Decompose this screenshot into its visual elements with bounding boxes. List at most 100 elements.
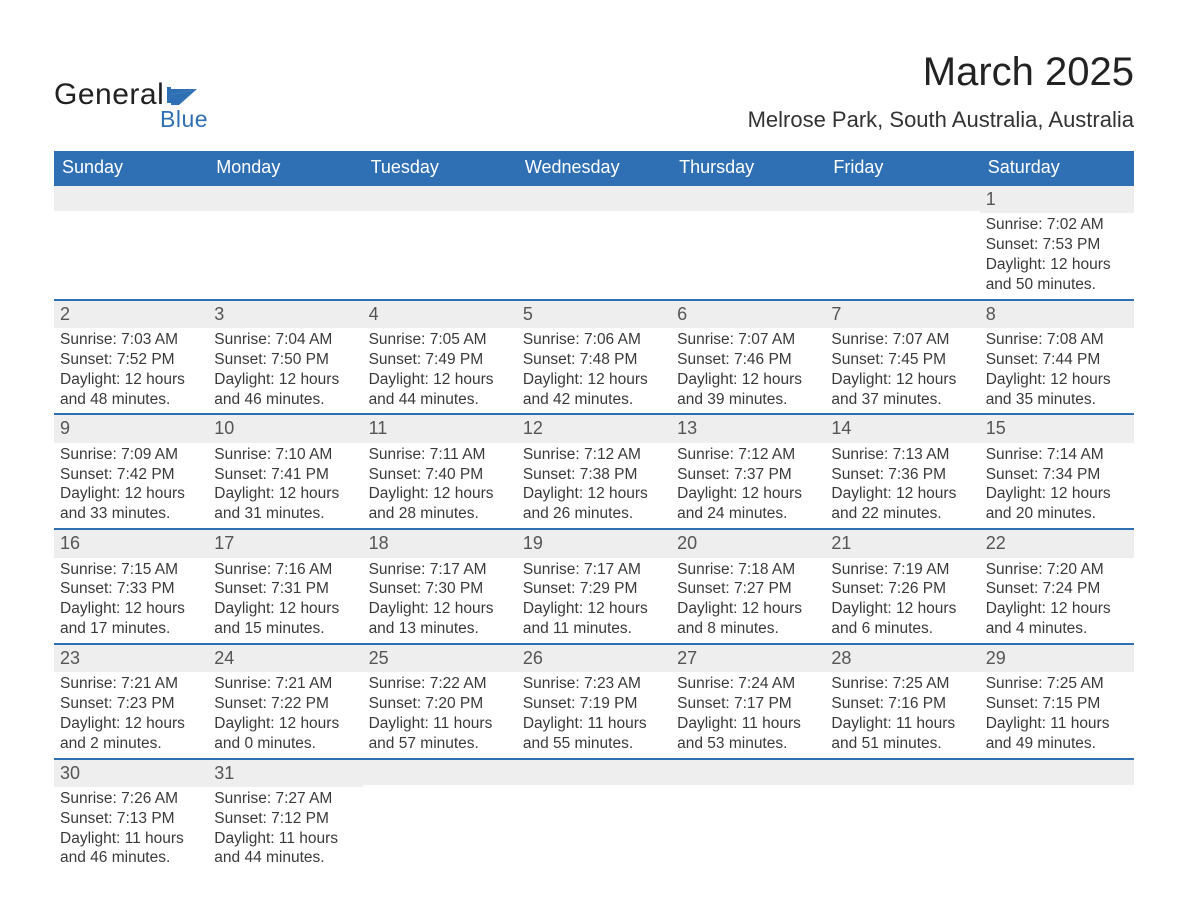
- day-details: Sunrise: 7:20 AMSunset: 7:24 PMDaylight:…: [980, 558, 1134, 643]
- day-number: 13: [671, 413, 825, 442]
- day-details: Sunrise: 7:05 AMSunset: 7:49 PMDaylight:…: [363, 328, 517, 413]
- calendar-cell: 11Sunrise: 7:11 AMSunset: 7:40 PMDayligh…: [363, 413, 517, 528]
- empty-day-bar: [208, 184, 362, 211]
- day-details: Sunrise: 7:12 AMSunset: 7:38 PMDaylight:…: [517, 443, 671, 528]
- calendar-cell: 28Sunrise: 7:25 AMSunset: 7:16 PMDayligh…: [825, 643, 979, 758]
- calendar-cell: 6Sunrise: 7:07 AMSunset: 7:46 PMDaylight…: [671, 299, 825, 414]
- calendar-cell: 23Sunrise: 7:21 AMSunset: 7:23 PMDayligh…: [54, 643, 208, 758]
- day-number: 3: [208, 299, 362, 328]
- empty-day-body: [671, 785, 825, 862]
- empty-day-body: [54, 211, 208, 288]
- calendar-cell: [980, 758, 1134, 873]
- day-details: Sunrise: 7:07 AMSunset: 7:45 PMDaylight:…: [825, 328, 979, 413]
- calendar-cell: 17Sunrise: 7:16 AMSunset: 7:31 PMDayligh…: [208, 528, 362, 643]
- day-number: 11: [363, 413, 517, 442]
- day-details: Sunrise: 7:07 AMSunset: 7:46 PMDaylight:…: [671, 328, 825, 413]
- calendar-row: 16Sunrise: 7:15 AMSunset: 7:33 PMDayligh…: [54, 528, 1134, 643]
- day-details: Sunrise: 7:22 AMSunset: 7:20 PMDaylight:…: [363, 672, 517, 757]
- empty-day-body: [825, 785, 979, 862]
- day-details: Sunrise: 7:10 AMSunset: 7:41 PMDaylight:…: [208, 443, 362, 528]
- empty-day-bar: [980, 758, 1134, 785]
- day-details: Sunrise: 7:03 AMSunset: 7:52 PMDaylight:…: [54, 328, 208, 413]
- empty-day-bar: [54, 184, 208, 211]
- day-details: Sunrise: 7:23 AMSunset: 7:19 PMDaylight:…: [517, 672, 671, 757]
- weekday-header: Wednesday: [517, 151, 671, 184]
- calendar-cell: 7Sunrise: 7:07 AMSunset: 7:45 PMDaylight…: [825, 299, 979, 414]
- calendar-cell: [671, 184, 825, 299]
- weekday-header: Friday: [825, 151, 979, 184]
- day-number: 30: [54, 758, 208, 787]
- day-number: 8: [980, 299, 1134, 328]
- empty-day-body: [363, 211, 517, 288]
- empty-day-bar: [825, 758, 979, 785]
- empty-day-body: [517, 211, 671, 288]
- calendar-cell: 24Sunrise: 7:21 AMSunset: 7:22 PMDayligh…: [208, 643, 362, 758]
- calendar-row: 2Sunrise: 7:03 AMSunset: 7:52 PMDaylight…: [54, 299, 1134, 414]
- calendar-cell: [517, 184, 671, 299]
- empty-day-body: [208, 211, 362, 288]
- empty-day-bar: [671, 758, 825, 785]
- day-details: Sunrise: 7:13 AMSunset: 7:36 PMDaylight:…: [825, 443, 979, 528]
- calendar-cell: 3Sunrise: 7:04 AMSunset: 7:50 PMDaylight…: [208, 299, 362, 414]
- calendar-cell: 16Sunrise: 7:15 AMSunset: 7:33 PMDayligh…: [54, 528, 208, 643]
- day-details: Sunrise: 7:16 AMSunset: 7:31 PMDaylight:…: [208, 558, 362, 643]
- title-block: March 2025 Melrose Park, South Australia…: [748, 50, 1134, 133]
- empty-day-body: [363, 785, 517, 862]
- weekday-header: Thursday: [671, 151, 825, 184]
- calendar-cell: 29Sunrise: 7:25 AMSunset: 7:15 PMDayligh…: [980, 643, 1134, 758]
- calendar-cell: [825, 184, 979, 299]
- day-details: Sunrise: 7:24 AMSunset: 7:17 PMDaylight:…: [671, 672, 825, 757]
- calendar-cell: 19Sunrise: 7:17 AMSunset: 7:29 PMDayligh…: [517, 528, 671, 643]
- day-number: 22: [980, 528, 1134, 557]
- empty-day-bar: [825, 184, 979, 211]
- day-details: Sunrise: 7:15 AMSunset: 7:33 PMDaylight:…: [54, 558, 208, 643]
- calendar-row: 9Sunrise: 7:09 AMSunset: 7:42 PMDaylight…: [54, 413, 1134, 528]
- header: General Blue March 2025 Melrose Park, So…: [54, 50, 1134, 133]
- calendar-row: 30Sunrise: 7:26 AMSunset: 7:13 PMDayligh…: [54, 758, 1134, 873]
- day-details: Sunrise: 7:25 AMSunset: 7:16 PMDaylight:…: [825, 672, 979, 757]
- calendar-cell: 1Sunrise: 7:02 AMSunset: 7:53 PMDaylight…: [980, 184, 1134, 299]
- calendar-cell: 27Sunrise: 7:24 AMSunset: 7:17 PMDayligh…: [671, 643, 825, 758]
- empty-day-bar: [363, 758, 517, 785]
- calendar-cell: [54, 184, 208, 299]
- day-details: Sunrise: 7:09 AMSunset: 7:42 PMDaylight:…: [54, 443, 208, 528]
- day-number: 18: [363, 528, 517, 557]
- day-number: 17: [208, 528, 362, 557]
- calendar-cell: 25Sunrise: 7:22 AMSunset: 7:20 PMDayligh…: [363, 643, 517, 758]
- day-details: Sunrise: 7:19 AMSunset: 7:26 PMDaylight:…: [825, 558, 979, 643]
- empty-day-body: [980, 785, 1134, 862]
- brand-logo: General Blue: [54, 50, 208, 133]
- empty-day-bar: [517, 184, 671, 211]
- day-details: Sunrise: 7:04 AMSunset: 7:50 PMDaylight:…: [208, 328, 362, 413]
- calendar-cell: [363, 184, 517, 299]
- empty-day-body: [671, 211, 825, 288]
- day-number: 4: [363, 299, 517, 328]
- calendar-table: Sunday Monday Tuesday Wednesday Thursday…: [54, 151, 1134, 872]
- day-number: 14: [825, 413, 979, 442]
- empty-day-bar: [671, 184, 825, 211]
- weekday-header-row: Sunday Monday Tuesday Wednesday Thursday…: [54, 151, 1134, 184]
- calendar-cell: 31Sunrise: 7:27 AMSunset: 7:12 PMDayligh…: [208, 758, 362, 873]
- day-details: Sunrise: 7:27 AMSunset: 7:12 PMDaylight:…: [208, 787, 362, 872]
- day-number: 24: [208, 643, 362, 672]
- day-details: Sunrise: 7:18 AMSunset: 7:27 PMDaylight:…: [671, 558, 825, 643]
- calendar-cell: [363, 758, 517, 873]
- calendar-cell: 10Sunrise: 7:10 AMSunset: 7:41 PMDayligh…: [208, 413, 362, 528]
- day-number: 31: [208, 758, 362, 787]
- day-number: 2: [54, 299, 208, 328]
- calendar-body: 1Sunrise: 7:02 AMSunset: 7:53 PMDaylight…: [54, 184, 1134, 872]
- day-details: Sunrise: 7:17 AMSunset: 7:29 PMDaylight:…: [517, 558, 671, 643]
- day-number: 7: [825, 299, 979, 328]
- month-title: March 2025: [748, 50, 1134, 95]
- day-number: 15: [980, 413, 1134, 442]
- flag-icon: [167, 85, 197, 105]
- calendar-cell: [825, 758, 979, 873]
- weekday-header: Monday: [208, 151, 362, 184]
- calendar-cell: [517, 758, 671, 873]
- day-details: Sunrise: 7:21 AMSunset: 7:23 PMDaylight:…: [54, 672, 208, 757]
- weekday-header: Saturday: [980, 151, 1134, 184]
- day-number: 16: [54, 528, 208, 557]
- weekday-header: Tuesday: [363, 151, 517, 184]
- calendar-cell: 26Sunrise: 7:23 AMSunset: 7:19 PMDayligh…: [517, 643, 671, 758]
- day-number: 25: [363, 643, 517, 672]
